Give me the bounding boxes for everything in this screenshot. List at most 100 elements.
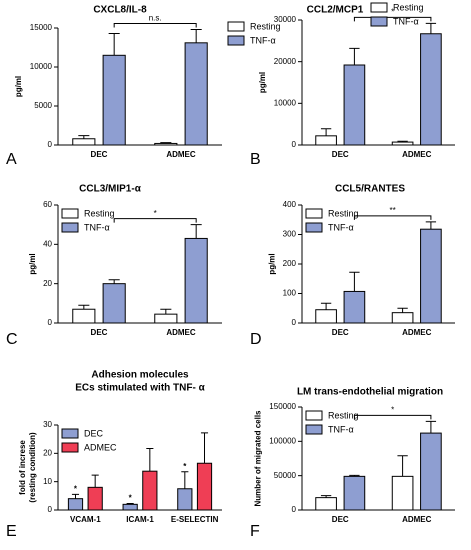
panel-label: B (250, 151, 261, 168)
y-tick-label: 15000 (30, 23, 53, 32)
y-axis-label: (resting condition) (28, 432, 37, 503)
y-tick-label: 10 (43, 477, 52, 486)
x-tick-label: ADMEC (402, 150, 432, 159)
bar (420, 432, 442, 511)
x-tick-label: ADMEC (402, 328, 432, 337)
y-tick-label: 100 (283, 289, 297, 298)
legend-label: TNF-α (328, 424, 354, 434)
legend-swatch (305, 424, 323, 435)
y-tick-label: 0 (292, 318, 297, 327)
bar (67, 498, 84, 511)
bar (102, 283, 126, 324)
y-tick-label: 20 (43, 279, 52, 288)
x-tick-label: DEC (332, 150, 349, 159)
x-tick-label: E-SELECTIN (171, 515, 219, 524)
x-tick-label: ADMEC (166, 328, 196, 337)
significance-label: * (74, 485, 78, 494)
y-tick-label: 10000 (30, 62, 53, 71)
y-tick-label: 10000 (274, 98, 297, 107)
legend-swatch (61, 442, 79, 453)
legend-swatch (61, 428, 79, 439)
chart-title: CXCL8/IL-8 (93, 5, 147, 16)
significance-bracket (353, 215, 432, 220)
error-bar (190, 29, 202, 43)
bar (420, 228, 442, 324)
bar (87, 486, 103, 511)
significance-bracket (353, 16, 432, 22)
bar (315, 497, 337, 511)
bar (102, 54, 126, 146)
x-tick-label: DEC (91, 150, 108, 159)
x-tick-label: DEC (91, 328, 108, 337)
chart-title: CCL5/RANTES (335, 184, 405, 195)
significance-label: * (391, 406, 394, 415)
legend-label: Resting (84, 208, 115, 218)
error-bar (200, 432, 209, 464)
bar (420, 33, 442, 146)
legend-label: DEC (84, 428, 104, 438)
significance-bracket (113, 23, 197, 28)
x-tick-label: ADMEC (402, 515, 432, 524)
y-tick-label: 50000 (274, 471, 297, 480)
error-bar (146, 448, 154, 472)
significance-label: ** (390, 206, 396, 215)
panel-label: A (6, 151, 17, 168)
significance-label: n.s. (149, 14, 162, 23)
y-axis-label: pg/ml (258, 72, 267, 93)
y-tick-label: 100000 (269, 436, 296, 445)
error-bar (190, 224, 202, 239)
significance-label: * (391, 7, 394, 16)
legend-label: Resting (250, 21, 281, 31)
y-tick-label: 300 (283, 230, 297, 239)
bar (315, 309, 337, 324)
significance-bracket (113, 218, 197, 223)
bar (391, 475, 414, 511)
error-bar (349, 271, 360, 292)
legend-swatch (305, 208, 323, 219)
legend-swatch (227, 21, 245, 32)
error-bar (397, 140, 408, 143)
bar (122, 503, 138, 511)
bar (184, 42, 208, 146)
bar (72, 308, 96, 324)
y-tick-label: 0 (292, 505, 297, 514)
y-tick-label: 30 (43, 420, 52, 429)
y-tick-label: 60 (43, 200, 52, 209)
bar (154, 313, 178, 324)
bar (196, 462, 213, 511)
bar (343, 475, 366, 511)
legend-swatch (227, 35, 245, 46)
chart-title: CCL2/MCP1 (307, 5, 364, 16)
error-bar (126, 502, 134, 505)
legend-swatch (370, 16, 388, 27)
chart-title: Adhesion molecules (91, 370, 189, 381)
x-tick-label: DEC (332, 328, 349, 337)
legend-swatch (61, 208, 79, 219)
y-axis-label: pg/ml (28, 253, 37, 274)
bar (391, 312, 414, 324)
y-tick-label: 0 (292, 140, 297, 149)
bar (391, 141, 414, 146)
significance-label: * (129, 494, 133, 503)
significance-bracket (353, 414, 432, 420)
legend-swatch (305, 222, 323, 233)
legend-label: Resting (393, 2, 424, 12)
y-tick-label: 0 (48, 505, 53, 514)
error-bar (397, 307, 408, 313)
y-tick-label: 0 (48, 318, 53, 327)
legend-swatch (370, 2, 388, 13)
error-bar (160, 308, 172, 315)
error-bar (349, 474, 360, 477)
error-bar (91, 474, 99, 488)
error-bar (349, 47, 360, 65)
y-tick-label: 200 (283, 259, 297, 268)
y-tick-label: 20000 (274, 57, 297, 66)
y-tick-label: 20 (43, 448, 52, 457)
error-bar (320, 302, 332, 310)
y-axis-label: Number of migrated cells (254, 410, 263, 507)
error-bar (425, 420, 437, 434)
error-bar (160, 142, 172, 144)
error-bar (320, 128, 332, 136)
bar (142, 470, 158, 511)
